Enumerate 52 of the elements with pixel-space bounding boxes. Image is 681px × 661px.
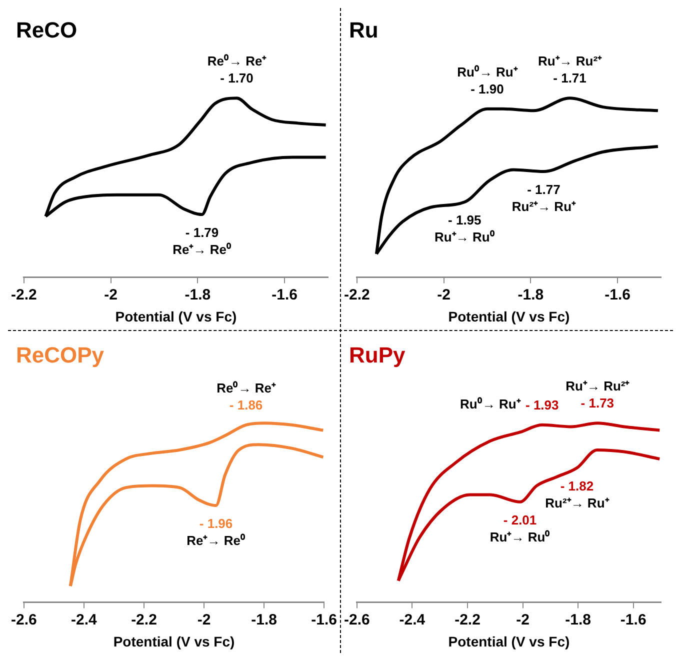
- x-tick-label: -1.6: [272, 286, 298, 304]
- annotation: Ru²⁺→ Ru⁺: [545, 495, 610, 510]
- x-tick-label: -1.6: [311, 611, 338, 628]
- x-axis-title: Potential (V vs Fc): [113, 633, 235, 650]
- x-tick-label: -2.4: [399, 611, 426, 628]
- annotation: Ru⁺→ Ru²⁺: [538, 54, 603, 69]
- annotation: Re⁰→ Re⁺: [216, 380, 276, 396]
- annotation: - 1.79: [185, 225, 219, 240]
- annotation: - 1.95: [448, 212, 482, 228]
- annotation: - 1.86: [229, 397, 263, 412]
- x-tick-label: -2: [197, 611, 211, 628]
- annotation: Ru²⁺→ Ru⁺: [512, 199, 577, 214]
- x-axis-title: Potential (V vs Fc): [448, 308, 570, 324]
- x-axis-title: Potential (V vs Fc): [115, 308, 237, 324]
- annotation: Re⁺→ Re⁰: [172, 242, 232, 258]
- x-tick-label: -2.6: [10, 611, 37, 628]
- x-tick-label: -2: [437, 286, 450, 304]
- annotation: - 1.77: [527, 182, 560, 198]
- annotation: Ru⁰→ Ru⁺: [460, 396, 522, 412]
- x-tick-label: -1.8: [251, 611, 277, 628]
- annotation: - 1.70: [220, 70, 254, 86]
- x-tick-label: -1.8: [565, 611, 591, 628]
- annotation: Ru⁺→ Ru²⁺: [566, 378, 630, 394]
- x-axis-title: Potential (V vs Fc): [448, 633, 570, 650]
- annotation: Ru⁰→ Ru⁺: [457, 64, 518, 80]
- annotation: - 1.93: [526, 397, 559, 412]
- x-tick-label: -1.6: [604, 286, 630, 304]
- x-tick-label: -1.8: [184, 286, 211, 304]
- chart-title: RuPy: [349, 342, 406, 368]
- annotation: - 1.71: [553, 70, 586, 86]
- chart-title: Ru: [349, 17, 378, 42]
- x-tick-label: -2.2: [454, 611, 480, 628]
- x-tick-label: -2.6: [344, 611, 370, 628]
- annotation: Re⁰→ Re⁺: [207, 54, 268, 69]
- chart-title: ReCOPy: [16, 342, 105, 368]
- annotation: - 1.73: [580, 396, 614, 411]
- x-tick-label: -2: [516, 611, 530, 628]
- x-tick-label: -2.2: [10, 286, 37, 304]
- x-tick-label: -2: [104, 286, 118, 304]
- x-tick-label: -1.6: [620, 611, 646, 628]
- annotation: - 1.96: [199, 516, 233, 532]
- x-tick-label: -1.8: [518, 286, 544, 304]
- annotation: - 1.90: [470, 81, 504, 96]
- chart-title: ReCO: [16, 17, 78, 42]
- annotation: - 1.82: [560, 478, 594, 494]
- annotation: - 2.01: [503, 512, 537, 528]
- x-tick-label: -2.4: [71, 611, 98, 628]
- annotation: Re⁺→ Re⁰: [186, 533, 246, 548]
- x-tick-label: -2.2: [131, 611, 157, 628]
- annotation: Ru⁺→ Ru⁰: [490, 529, 550, 544]
- annotation: Ru⁺→ Ru⁰: [434, 230, 495, 245]
- x-tick-label: -2.2: [344, 286, 370, 304]
